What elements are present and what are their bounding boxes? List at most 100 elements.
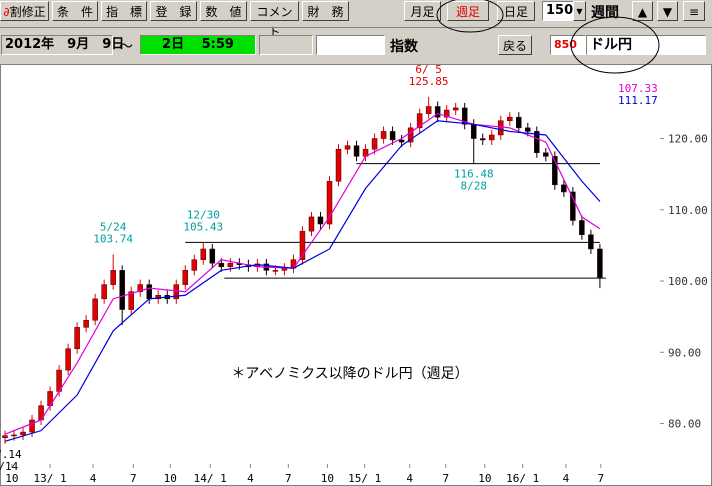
candle-body (434, 106, 441, 118)
candle-body (588, 234, 594, 250)
candle-body (371, 138, 378, 150)
candle-body (470, 124, 477, 139)
name-field: ドル円 (586, 35, 706, 55)
combo-box[interactable] (316, 35, 385, 55)
candle-body (561, 184, 567, 193)
candle-body (110, 270, 116, 285)
x-tick-label: 15/ 1 (348, 472, 381, 485)
annotation-date: 8/28 (460, 180, 487, 193)
candle-body (543, 152, 549, 157)
x-tick-label: 10 (478, 472, 491, 485)
comment-button[interactable]: コメント (250, 1, 299, 39)
x-tick-label: 4 (247, 472, 254, 485)
y-tick-label: 80.00 (668, 418, 701, 431)
dropdown[interactable]: ▼ (573, 1, 586, 21)
chart: 80.00 90.00 100.00 110.00 120.00 10 13/ 1 4 7 10 1… (0, 64, 712, 486)
candle-body (155, 295, 161, 300)
candle-body (461, 107, 468, 125)
index-label: 指数 (390, 39, 418, 55)
register-button[interactable]: 登 録 (150, 1, 197, 21)
time-field: 2日 5:59 (140, 35, 256, 55)
candle-body (317, 216, 324, 225)
moving-average (4, 112, 601, 435)
candle-body (65, 348, 71, 371)
daily-button[interactable]: 日足 (497, 1, 535, 21)
split-button[interactable]: ∂割修正 (0, 1, 49, 21)
x-tick-label: 7 (442, 472, 449, 485)
note: ＊アベノミクス以降のドル円（週足） (231, 366, 468, 382)
annotation-value: 116.48 (454, 168, 494, 181)
candle-body (498, 120, 504, 136)
separator (0, 27, 712, 28)
finance-button[interactable]: 財 務 (302, 1, 349, 21)
x-tick-label: 7 (285, 472, 292, 485)
x-tick-label: 10 (5, 472, 18, 485)
candle-body (101, 284, 107, 300)
candle-body (146, 284, 152, 300)
y-tick-label: 110.00 (668, 204, 708, 217)
candle-body (597, 248, 603, 278)
tilde: 〜 (119, 39, 133, 55)
x-tick-label: 14/ 1 (194, 472, 227, 485)
candle-body (525, 127, 531, 132)
x-tick-label: 7 (597, 472, 604, 485)
menu-button[interactable]: ≡ (683, 1, 705, 21)
candle-body (488, 134, 495, 141)
candle-body (407, 127, 414, 143)
candle-body (353, 145, 360, 157)
candle-body (299, 230, 306, 260)
up-button[interactable]: ▲ (632, 1, 653, 21)
candle-body (344, 145, 351, 150)
candle-body (380, 131, 387, 139)
x-tick-label: 16/ 1 (506, 472, 539, 485)
candle-body (128, 291, 134, 310)
condition-button[interactable]: 条 件 (52, 1, 98, 21)
candle-body (552, 156, 558, 186)
annotation-date: 5/24 (100, 220, 127, 233)
annotation-value: 77.14 (0, 448, 22, 461)
candle-body (137, 284, 143, 292)
candle-body (534, 131, 540, 154)
candle-body (92, 298, 98, 321)
x-tick-label: 7 (130, 472, 137, 485)
x-tick-label: 4 (406, 472, 413, 485)
code-field: 850 (550, 35, 586, 55)
candle-body (326, 181, 333, 225)
y-tick-label: 100.00 (668, 275, 708, 288)
x-tick-label: 10 (164, 472, 177, 485)
candle-body (335, 148, 342, 182)
candle-body (398, 139, 405, 143)
hand-drawn-circle (570, 16, 660, 74)
candle-body (200, 248, 207, 260)
candle-body (443, 109, 450, 118)
x-tick-label: 13/ 1 (34, 472, 67, 485)
candle-body (579, 220, 585, 235)
annotation-date: 12/30 (187, 208, 220, 221)
candle-body (570, 191, 576, 221)
candle-body (209, 248, 216, 264)
empty-field (259, 35, 313, 55)
candle-body (11, 434, 17, 437)
candle-body (452, 107, 459, 111)
candle-body (272, 270, 279, 272)
hand-drawn-circle (436, 0, 504, 33)
y-tick-label: 90.00 (668, 346, 701, 359)
annotation-date: 9/14 (0, 460, 19, 473)
value-button[interactable]: 数 値 (200, 1, 247, 21)
back-button[interactable]: 戻る (498, 35, 532, 55)
ma-last-value: 107.33 (618, 82, 658, 95)
candle-body (281, 267, 288, 271)
weekly-button[interactable]: 週足 (447, 1, 489, 21)
annotation-value: 103.74 (93, 232, 133, 245)
down-button[interactable]: ▼ (657, 1, 678, 21)
candle-body (479, 138, 486, 141)
candle-body (516, 116, 522, 129)
x-tick-label: 4 (563, 472, 570, 485)
candle-body (74, 327, 80, 349)
indicator-button[interactable]: 指 標 (101, 1, 147, 21)
candle-body (416, 113, 423, 129)
candle-body (227, 262, 234, 268)
monthly-button[interactable]: 月足 (404, 1, 441, 21)
y-tick-label: 120.00 (668, 133, 708, 146)
